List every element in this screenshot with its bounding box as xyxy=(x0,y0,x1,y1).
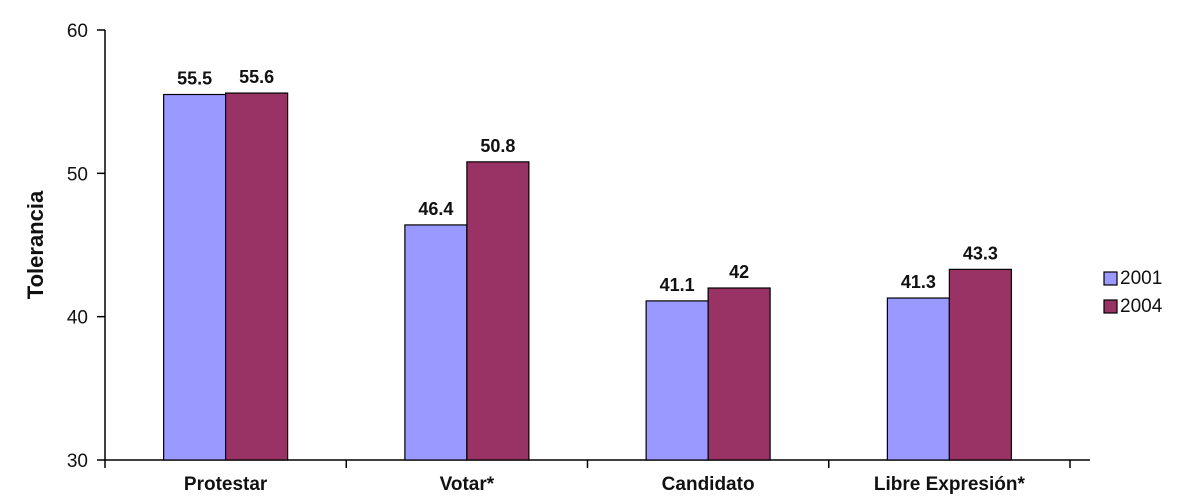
y-tick-label: 60 xyxy=(67,21,88,42)
data-label-2001-0: 55.5 xyxy=(177,69,212,89)
data-label-2001-2: 41.1 xyxy=(660,275,695,295)
data-label-2001-1: 46.4 xyxy=(418,199,453,219)
legend-label-2001: 2001 xyxy=(1120,268,1162,289)
data-label-2004-0: 55.6 xyxy=(239,67,274,87)
category-label: Candidato xyxy=(662,474,755,495)
bar-2004-3 xyxy=(948,268,1012,461)
x-ticks xyxy=(104,460,1071,468)
category-label: Protestar xyxy=(184,474,268,495)
data-labels: 55.5 55.6 46.4 50.8 41.1 42 41.3 43.3 xyxy=(177,67,998,295)
legend-swatch-2004 xyxy=(1103,299,1118,314)
y-ticks: 30 40 50 60 xyxy=(67,21,105,472)
bar-2001-1 xyxy=(404,224,468,461)
legend-label-2004: 2004 xyxy=(1120,296,1163,317)
data-label-2004-1: 50.8 xyxy=(480,136,515,156)
y-axis-title: Tolerancia xyxy=(23,190,48,299)
y-tick-label: 40 xyxy=(67,308,88,329)
category-label: Votar* xyxy=(440,474,495,495)
y-tick-label: 30 xyxy=(67,451,88,472)
legend: 2001 2004 xyxy=(1103,268,1163,317)
category-label: Libre Expresión* xyxy=(874,474,1026,495)
legend-swatch-2001 xyxy=(1103,271,1118,286)
bars xyxy=(163,92,1012,461)
bar-2004-1 xyxy=(466,161,530,461)
data-label-2004-2: 42 xyxy=(729,262,749,282)
bar-2001-3 xyxy=(886,297,950,461)
category-labels: Protestar Votar* Candidato Libre Expresión* xyxy=(184,474,1026,495)
data-label-2004-3: 43.3 xyxy=(963,243,998,263)
data-label-2001-3: 41.3 xyxy=(901,272,936,292)
bar-2004-0 xyxy=(225,92,289,461)
y-tick-label: 50 xyxy=(67,164,88,185)
bar-2004-2 xyxy=(707,287,771,461)
bar-2001-0 xyxy=(163,93,227,461)
bar-2001-2 xyxy=(645,300,709,461)
